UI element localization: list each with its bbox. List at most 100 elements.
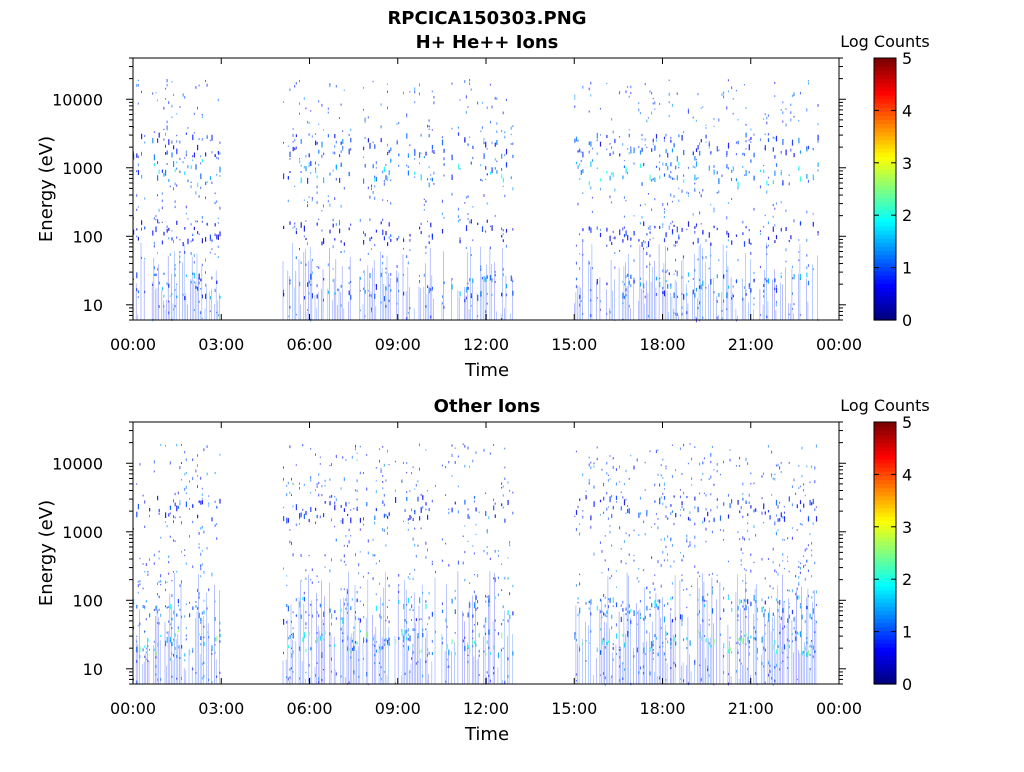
spectrogram-cell — [372, 577, 374, 580]
spectrogram-cell — [755, 533, 757, 537]
spectrogram-cell — [283, 466, 284, 469]
spectrogram-cell — [409, 144, 411, 147]
spectrogram-cell — [764, 632, 766, 635]
spectrogram-cell — [737, 614, 739, 618]
spectrogram-cell — [806, 465, 808, 468]
spectrogram-cell — [763, 606, 765, 609]
spectrogram-cell — [801, 474, 803, 478]
spectrogram-cell — [774, 95, 776, 97]
spectrogram-cell — [379, 673, 380, 676]
spectrogram-cell — [428, 128, 430, 130]
spectrogram-cell — [173, 499, 174, 503]
spectrogram-cell — [787, 537, 789, 540]
spectrogram-cell — [809, 653, 811, 656]
colorbar-tick-label: 3 — [902, 154, 912, 173]
spectrogram-cell — [671, 510, 674, 513]
spectrogram-cell — [494, 158, 496, 161]
spectrogram-cell — [171, 140, 173, 144]
spectrogram-cell — [171, 104, 173, 108]
spectrogram-cell — [366, 675, 368, 677]
spectrogram-cell — [369, 218, 371, 222]
spectrogram-cell — [465, 95, 467, 99]
spectrogram-cell — [783, 539, 785, 541]
colorbar-tick-label: 5 — [902, 49, 912, 68]
spectrogram-cell — [211, 681, 213, 684]
spectrogram-cell — [494, 215, 496, 217]
spectrogram-cell — [141, 220, 143, 225]
spectrogram-cell — [197, 287, 199, 291]
spectrogram-cell — [425, 449, 427, 451]
spectrogram-cell — [316, 514, 318, 519]
spectrogram-cell — [795, 630, 797, 634]
spectrogram-cell — [745, 457, 747, 461]
spectrogram-cell — [340, 505, 342, 508]
spectrogram-cell — [192, 238, 194, 242]
spectrogram-cell — [163, 128, 165, 131]
spectrogram-cell — [379, 560, 380, 562]
spectrogram-cell — [355, 611, 356, 614]
y-tick-label: 1000 — [62, 523, 103, 542]
spectrogram-cell — [144, 134, 146, 138]
spectrogram-cell — [327, 195, 329, 198]
spectrogram-cell — [497, 632, 499, 636]
spectrogram-cell — [185, 471, 187, 475]
spectrogram-cell — [302, 596, 304, 601]
spectrogram-cell — [667, 517, 669, 520]
spectrogram-cell — [782, 608, 784, 613]
spectrogram-cell — [719, 515, 722, 521]
spectrogram-cell — [311, 199, 313, 202]
spectrogram-cell — [665, 270, 667, 274]
spectrogram-cell — [335, 85, 337, 88]
spectrogram-cell — [454, 632, 456, 634]
spectrogram-cell — [363, 287, 365, 290]
spectrogram-cell — [782, 180, 784, 186]
spectrogram-cell — [582, 510, 584, 512]
spectrogram-cell — [767, 278, 770, 284]
spectrogram-cell — [292, 650, 294, 654]
spectrogram-cell — [348, 227, 350, 231]
spectrogram-cell — [660, 474, 662, 477]
spectrogram-cell — [179, 170, 181, 174]
spectrogram-cell — [676, 295, 678, 299]
spectrogram-cell — [359, 309, 361, 312]
spectrogram-cell — [750, 505, 752, 509]
spectrogram-cell — [431, 611, 433, 617]
spectrogram-cell — [668, 79, 670, 81]
spectrogram-cell — [603, 594, 605, 597]
spectrogram-cell — [619, 229, 621, 236]
spectrogram-cell — [195, 220, 197, 223]
spectrogram-cell — [205, 196, 206, 200]
colorbar-gradient-step — [874, 258, 896, 264]
spectrogram-cell — [375, 490, 377, 494]
spectrogram-cell — [676, 226, 678, 233]
spectrogram-cell — [689, 443, 691, 445]
spectrogram-cell — [619, 91, 621, 95]
spectrogram-cell — [193, 226, 195, 231]
spectrogram-cell — [667, 247, 669, 251]
spectrogram-cell — [606, 82, 608, 85]
spectrogram-cell — [663, 488, 665, 490]
spectrogram-cell — [169, 623, 171, 626]
spectrogram-cell — [289, 529, 291, 531]
spectrogram-cell — [211, 134, 213, 141]
spectrogram-cell — [588, 110, 590, 113]
spectrogram-cell — [329, 464, 331, 467]
spectrogram-cell — [713, 165, 715, 168]
spectrogram-cell — [145, 600, 147, 603]
spectrogram-cell — [382, 446, 384, 448]
spectrogram-cell — [465, 287, 468, 293]
spectrogram-cell — [334, 145, 336, 148]
spectrogram-cell — [407, 170, 409, 176]
spectrogram-cell — [216, 675, 218, 678]
spectrogram-cell — [451, 154, 453, 161]
spectrogram-cell — [380, 468, 382, 470]
spectrogram-cell — [775, 499, 778, 506]
spectrogram-cell — [340, 519, 342, 523]
spectrogram-cell — [181, 444, 182, 446]
spectrogram-cell — [505, 244, 507, 248]
spectrogram-cell — [737, 608, 739, 611]
spectrogram-cell — [481, 101, 483, 104]
spectrogram-cell — [395, 682, 396, 685]
spectrogram-cell — [509, 592, 511, 596]
spectrogram-cell — [404, 619, 406, 622]
